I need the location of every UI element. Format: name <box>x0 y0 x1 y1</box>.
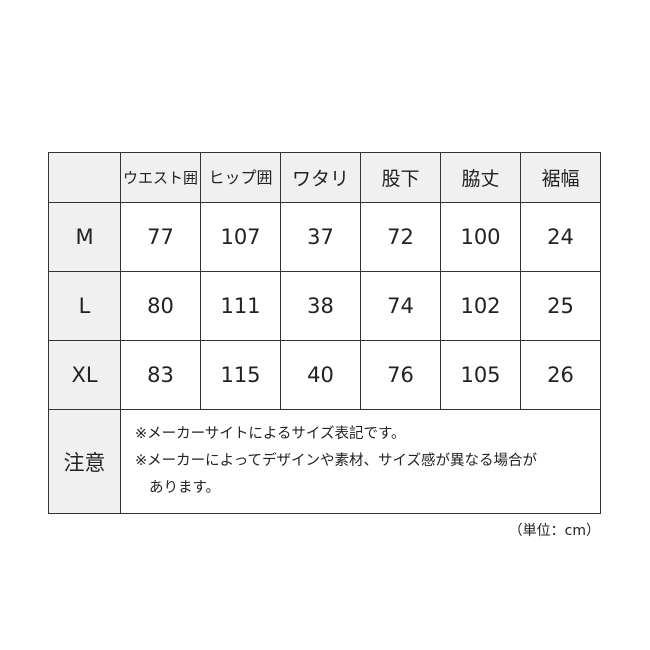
header-cell: 裾幅 <box>520 152 601 203</box>
cell: 24 <box>520 202 601 272</box>
cell: 74 <box>360 271 441 341</box>
table-row: L 80 111 38 74 102 25 <box>48 271 601 341</box>
header-cell: ワタリ <box>280 152 361 203</box>
table-row: M 77 107 37 72 100 24 <box>48 202 601 272</box>
header-cell: 脇丈 <box>440 152 521 203</box>
cell: 37 <box>280 202 361 272</box>
cell: 26 <box>520 340 601 410</box>
cell: 25 <box>520 271 601 341</box>
cell: 38 <box>280 271 361 341</box>
note-line: ※メーカーサイトによるサイズ表記です。 <box>135 426 406 442</box>
cell: 83 <box>120 340 201 410</box>
header-cell: ヒップ囲 <box>200 152 281 203</box>
cell: 107 <box>200 202 281 272</box>
note-line: あります。 <box>149 480 221 496</box>
cell: 100 <box>440 202 521 272</box>
size-table: ウエスト囲 ヒップ囲 ワタリ 股下 脇丈 裾幅 M 77 107 37 72 1… <box>48 152 601 514</box>
cell: 72 <box>360 202 441 272</box>
header-row: ウエスト囲 ヒップ囲 ワタリ 股下 脇丈 裾幅 <box>48 152 601 203</box>
notes-cell: ※メーカーサイトによるサイズ表記です。 ※メーカーによってデザインや素材、サイズ… <box>120 409 601 514</box>
unit-label: （単位：cm） <box>508 523 600 539</box>
header-cell <box>48 152 121 203</box>
size-label: M <box>48 202 121 272</box>
note-label: 注意 <box>48 409 121 514</box>
cell: 76 <box>360 340 441 410</box>
header-cell: 股下 <box>360 152 441 203</box>
cell: 80 <box>120 271 201 341</box>
cell: 115 <box>200 340 281 410</box>
cell: 102 <box>440 271 521 341</box>
header-cell: ウエスト囲 <box>120 152 201 203</box>
note-row: 注意 ※メーカーサイトによるサイズ表記です。 ※メーカーによってデザインや素材、… <box>48 409 601 514</box>
cell: 111 <box>200 271 281 341</box>
cell: 40 <box>280 340 361 410</box>
size-label: XL <box>48 340 121 410</box>
note-line: ※メーカーによってデザインや素材、サイズ感が異なる場合が <box>135 453 538 469</box>
table-row: XL 83 115 40 76 105 26 <box>48 340 601 410</box>
size-label: L <box>48 271 121 341</box>
cell: 105 <box>440 340 521 410</box>
cell: 77 <box>120 202 201 272</box>
